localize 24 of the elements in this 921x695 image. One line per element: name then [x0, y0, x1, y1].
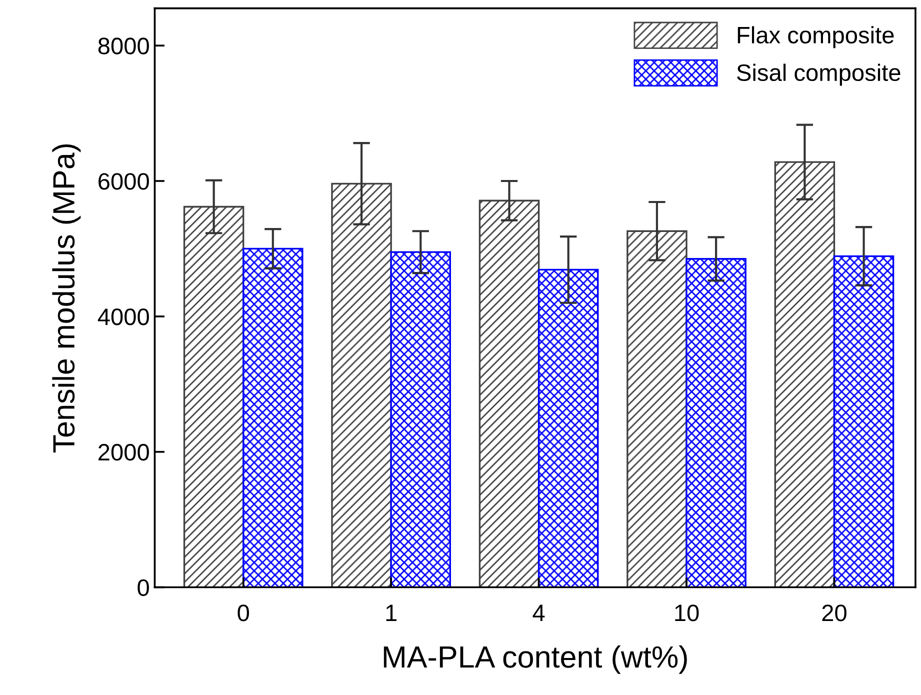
bar	[183, 206, 244, 588]
bar	[774, 161, 836, 588]
x-tick-label: 20	[822, 604, 846, 622]
legend-label: Flax composite	[738, 26, 894, 48]
bar	[626, 230, 688, 588]
y-tick-label: 4000	[98, 308, 149, 326]
x-tick-label: 1	[386, 604, 396, 622]
y-tick-label: 2000	[98, 444, 149, 461]
x-tick-label: 10	[675, 604, 699, 622]
y-tick-label: 0	[138, 579, 149, 596]
bar	[390, 251, 451, 588]
bar	[538, 268, 599, 588]
y-axis-title: Tensile modulus (MPa)	[52, 144, 81, 452]
x-tick-label: 0	[238, 604, 249, 622]
legend-label: Sisal composite	[737, 64, 900, 86]
bar	[331, 182, 392, 588]
bar	[242, 248, 304, 588]
bar	[686, 258, 746, 588]
bar	[478, 200, 540, 588]
bar	[833, 255, 894, 588]
y-tick-label: 8000	[98, 38, 149, 54]
x-axis-title: MA-PLA content (wt%)	[384, 645, 687, 674]
y-tick-label: 6000	[98, 173, 149, 190]
x-tick-label: 4	[532, 604, 545, 622]
